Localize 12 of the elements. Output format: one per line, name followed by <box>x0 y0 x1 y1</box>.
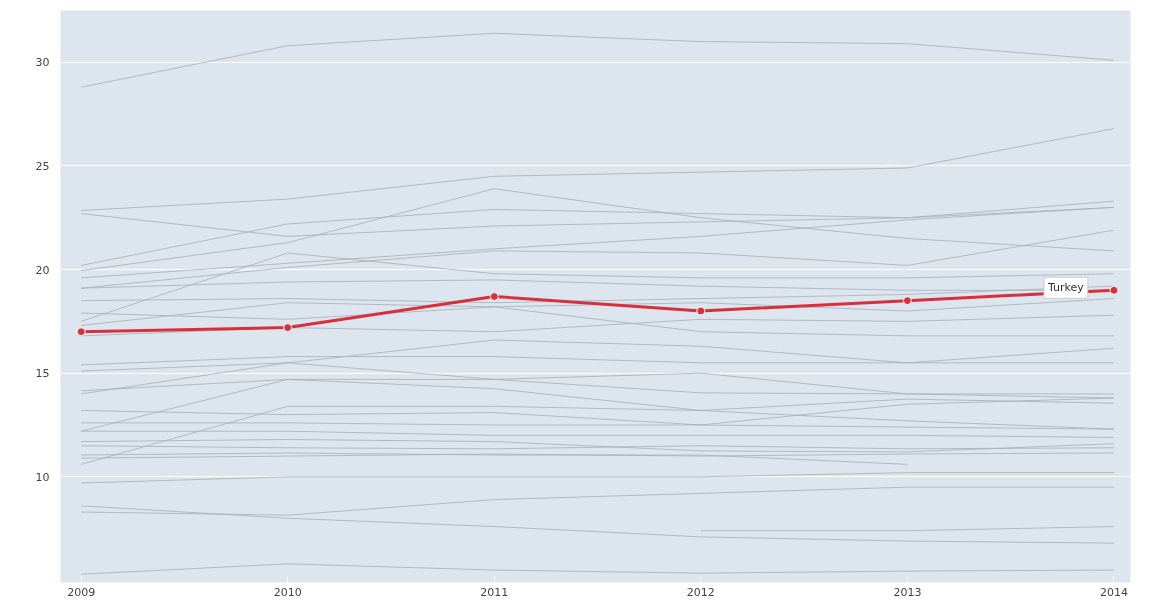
x-tick-label: 2013 <box>893 585 922 599</box>
x-tick-label: 2012 <box>686 585 715 599</box>
y-tick-label: 10 <box>35 470 50 484</box>
x-tick-label: 2014 <box>1099 585 1128 599</box>
x-tick-label: 2010 <box>273 585 302 599</box>
x-tick-label: 2011 <box>480 585 509 599</box>
y-tick-label: 30 <box>35 56 50 70</box>
x-tick-label: 2009 <box>67 585 96 599</box>
y-tick-label: 20 <box>35 263 50 277</box>
y-tick-label: 25 <box>35 159 50 173</box>
y-tick-label: 15 <box>35 367 50 381</box>
series-label: Turkey <box>1046 281 1085 295</box>
